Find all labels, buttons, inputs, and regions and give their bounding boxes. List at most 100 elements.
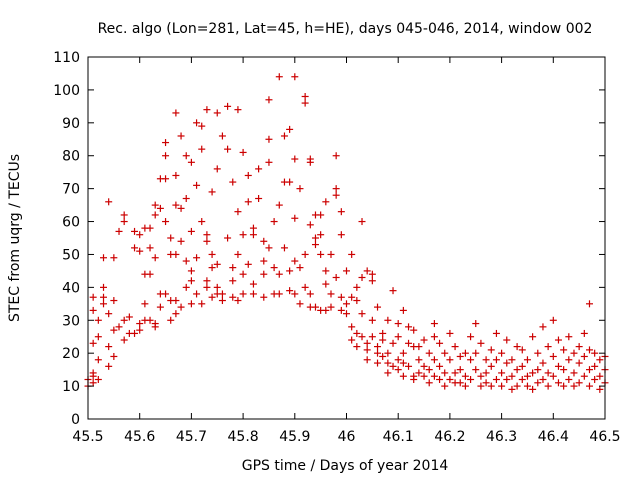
data-point — [249, 224, 257, 232]
data-point — [125, 313, 133, 321]
data-point — [337, 231, 345, 239]
data-point — [270, 218, 278, 226]
data-point — [420, 362, 428, 370]
data-point — [451, 343, 459, 351]
data-point — [296, 264, 304, 272]
data-point — [255, 195, 263, 203]
data-point — [322, 198, 330, 206]
data-point — [461, 349, 469, 357]
data-point — [260, 257, 268, 265]
data-point — [508, 356, 516, 364]
data-point — [544, 369, 552, 377]
data-point — [182, 195, 190, 203]
data-point — [110, 352, 118, 360]
data-point — [348, 323, 356, 331]
data-point — [224, 145, 232, 153]
data-point — [348, 250, 356, 258]
data-point — [580, 352, 588, 360]
data-point — [343, 267, 350, 275]
data-point — [110, 326, 118, 334]
data-point — [172, 250, 180, 258]
data-point — [508, 385, 516, 393]
data-point — [415, 343, 423, 351]
data-point — [208, 188, 216, 196]
x-tick-label: 46.3 — [486, 429, 517, 445]
data-point — [539, 323, 547, 331]
data-point — [374, 359, 382, 367]
data-point — [306, 155, 314, 163]
data-point — [317, 231, 325, 239]
data-point — [239, 148, 247, 156]
data-point — [327, 303, 335, 311]
data-point — [430, 320, 438, 328]
data-point — [394, 333, 402, 341]
data-point — [503, 336, 511, 344]
data-point — [363, 267, 371, 275]
data-point — [503, 376, 511, 384]
data-point — [430, 356, 438, 364]
data-point — [570, 382, 578, 390]
data-point — [363, 346, 371, 354]
data-point — [265, 158, 273, 166]
data-point — [585, 366, 593, 374]
data-point — [441, 382, 449, 390]
data-point — [187, 300, 195, 308]
data-point — [260, 293, 268, 301]
data-point — [399, 349, 407, 357]
data-point — [317, 211, 325, 219]
data-point — [389, 362, 397, 370]
data-point — [539, 359, 547, 367]
x-tick-label: 45.9 — [279, 429, 310, 445]
data-point — [203, 283, 211, 291]
data-point — [151, 201, 159, 209]
data-point — [436, 362, 444, 370]
data-point — [120, 211, 128, 219]
data-point — [208, 250, 216, 258]
data-point — [286, 125, 294, 133]
data-point — [358, 273, 366, 281]
data-point — [291, 290, 299, 298]
data-point — [229, 293, 237, 301]
data-point — [436, 376, 444, 384]
data-point — [575, 359, 583, 367]
chart-title: Rec. algo (Lon=281, Lat=45, h=HE), days … — [98, 21, 593, 37]
data-point — [523, 372, 531, 380]
data-point — [394, 366, 402, 374]
data-point — [384, 369, 392, 377]
data-point — [503, 359, 511, 367]
data-point — [420, 372, 428, 380]
data-point — [286, 287, 294, 295]
data-point — [322, 267, 330, 275]
data-point — [332, 273, 340, 281]
data-point — [105, 362, 113, 370]
data-point — [177, 303, 185, 311]
data-point — [120, 218, 128, 226]
data-point — [436, 339, 444, 347]
data-point — [260, 237, 268, 245]
data-point — [265, 96, 273, 104]
data-point — [296, 185, 304, 193]
data-point — [136, 247, 144, 255]
data-point — [441, 349, 449, 357]
data-point — [492, 376, 500, 384]
data-point — [311, 234, 319, 242]
data-point — [131, 329, 139, 337]
data-point — [456, 379, 464, 387]
data-point — [508, 372, 516, 380]
data-point — [187, 277, 195, 285]
data-point — [441, 369, 449, 377]
data-point — [358, 333, 366, 341]
data-point — [234, 250, 242, 258]
data-point — [89, 293, 97, 301]
data-point — [482, 379, 490, 387]
data-point — [94, 376, 102, 384]
data-point — [363, 339, 371, 347]
data-point — [136, 231, 144, 239]
data-point — [529, 333, 537, 341]
y-tick-label: 0 — [71, 412, 80, 428]
y-tick-label: 80 — [62, 149, 80, 165]
data-point — [203, 237, 211, 245]
data-point — [239, 231, 247, 239]
data-point — [368, 333, 376, 341]
data-point — [580, 329, 588, 337]
